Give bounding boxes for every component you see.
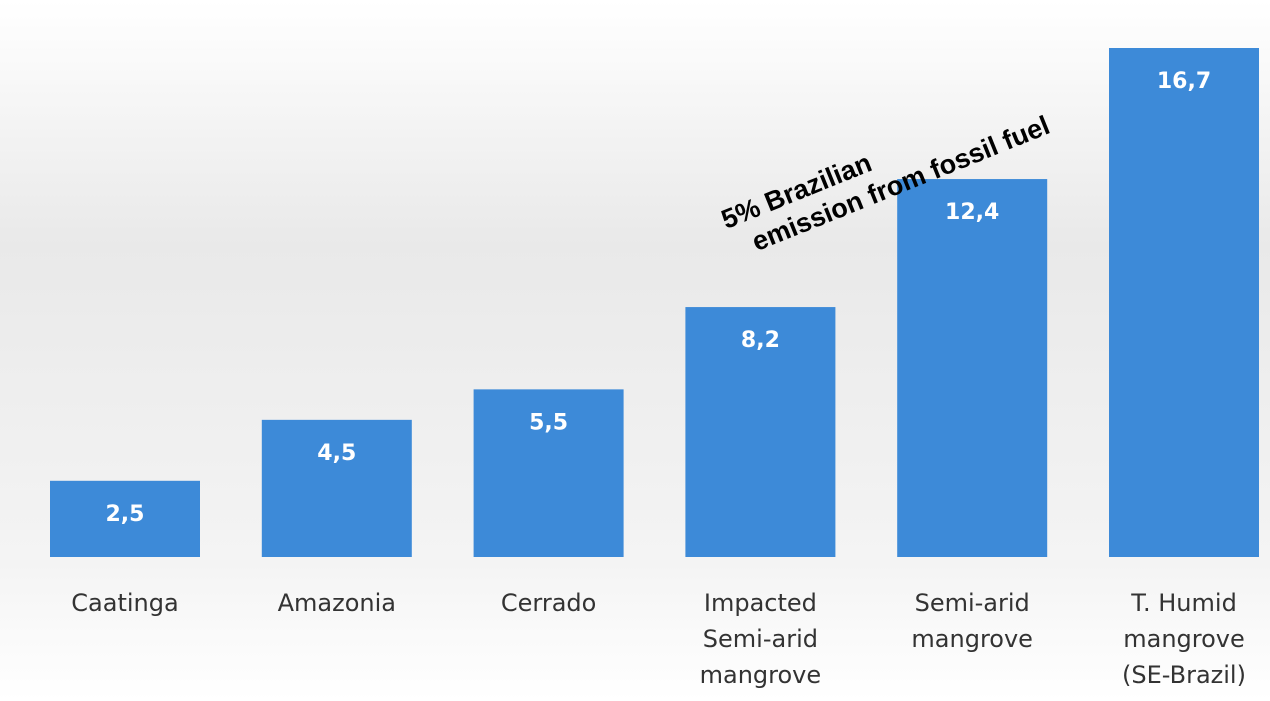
x-tick-label: mangrove (1123, 625, 1245, 653)
x-tick-label: Caatinga (71, 589, 178, 617)
x-tick-label: Cerrado (501, 589, 596, 617)
value-label: 4,5 (317, 441, 356, 466)
value-label: 5,5 (529, 410, 568, 435)
x-tick-label: mangrove (700, 661, 822, 689)
value-label: 16,7 (1157, 69, 1211, 94)
value-label: 8,2 (741, 328, 780, 353)
x-tick-label: Impacted (704, 589, 817, 617)
bar (473, 389, 624, 557)
bar (897, 179, 1048, 557)
bar (261, 419, 412, 557)
value-label: 2,5 (106, 502, 145, 527)
x-tick-label: T. Humid (1130, 589, 1237, 617)
x-tick-label: Semi-arid (915, 589, 1030, 617)
x-tick-label: Amazonia (278, 589, 396, 617)
bar (685, 307, 836, 557)
x-tick-label: (SE-Brazil) (1122, 661, 1246, 689)
x-tick-label: mangrove (911, 625, 1033, 653)
bar (1109, 48, 1259, 557)
value-label: 12,4 (945, 200, 999, 225)
x-tick-label: Semi-arid (703, 625, 818, 653)
bar (50, 480, 200, 557)
